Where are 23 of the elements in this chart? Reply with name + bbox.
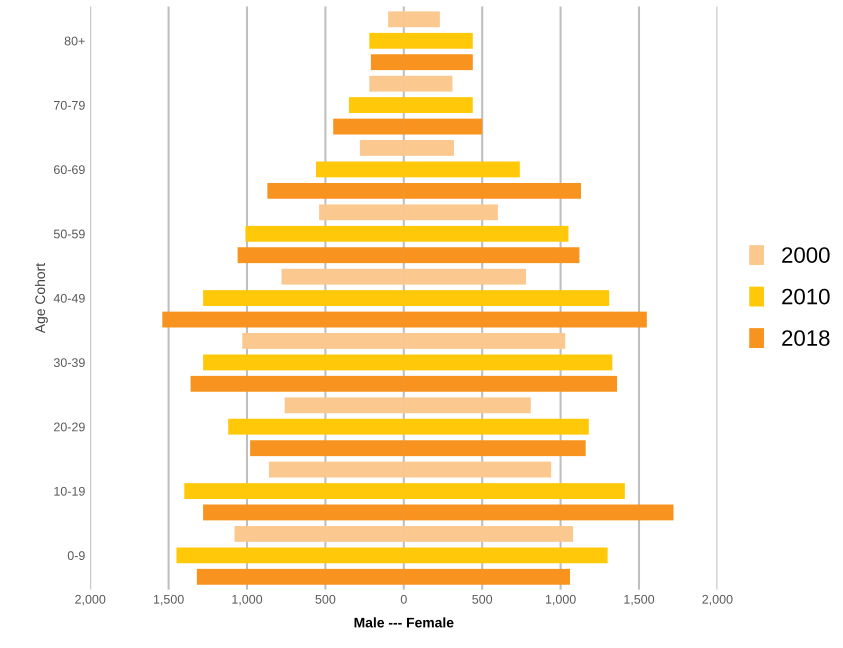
legend-label: 2018 (782, 330, 830, 346)
y-tick-label: 10-19 (54, 486, 85, 496)
x-tick-label: 2,000 (702, 594, 733, 606)
y-tick-label: 70-79 (54, 100, 85, 110)
legend-label: 2000 (782, 247, 830, 263)
x-axis-title: Male --- Female (354, 617, 454, 628)
x-tick-label: 1,500 (624, 594, 654, 606)
x-tick-label: 1,000 (232, 594, 262, 606)
x-tick-label: 2,000 (75, 594, 106, 606)
y-axis-title: Age Cohort (34, 263, 48, 334)
y-tick-label: 50-59 (54, 230, 85, 238)
x-tick-label: 500 (315, 594, 336, 604)
y-tick-label: 0-9 (68, 551, 85, 560)
legend-label: 2010 (782, 288, 830, 304)
y-tick-label: 30-39 (54, 358, 85, 368)
y-tick-label: 20-29 (54, 422, 85, 432)
y-tick-label: 80+ (64, 36, 85, 46)
y-tick-label: 40-49 (54, 294, 85, 303)
x-tick-label: 1,000 (546, 594, 576, 606)
x-tick-label: 1,500 (154, 594, 184, 606)
x-tick-label: 0 (400, 594, 407, 604)
x-tick-label: 500 (472, 594, 492, 604)
y-tick-label: 60-69 (54, 165, 85, 174)
